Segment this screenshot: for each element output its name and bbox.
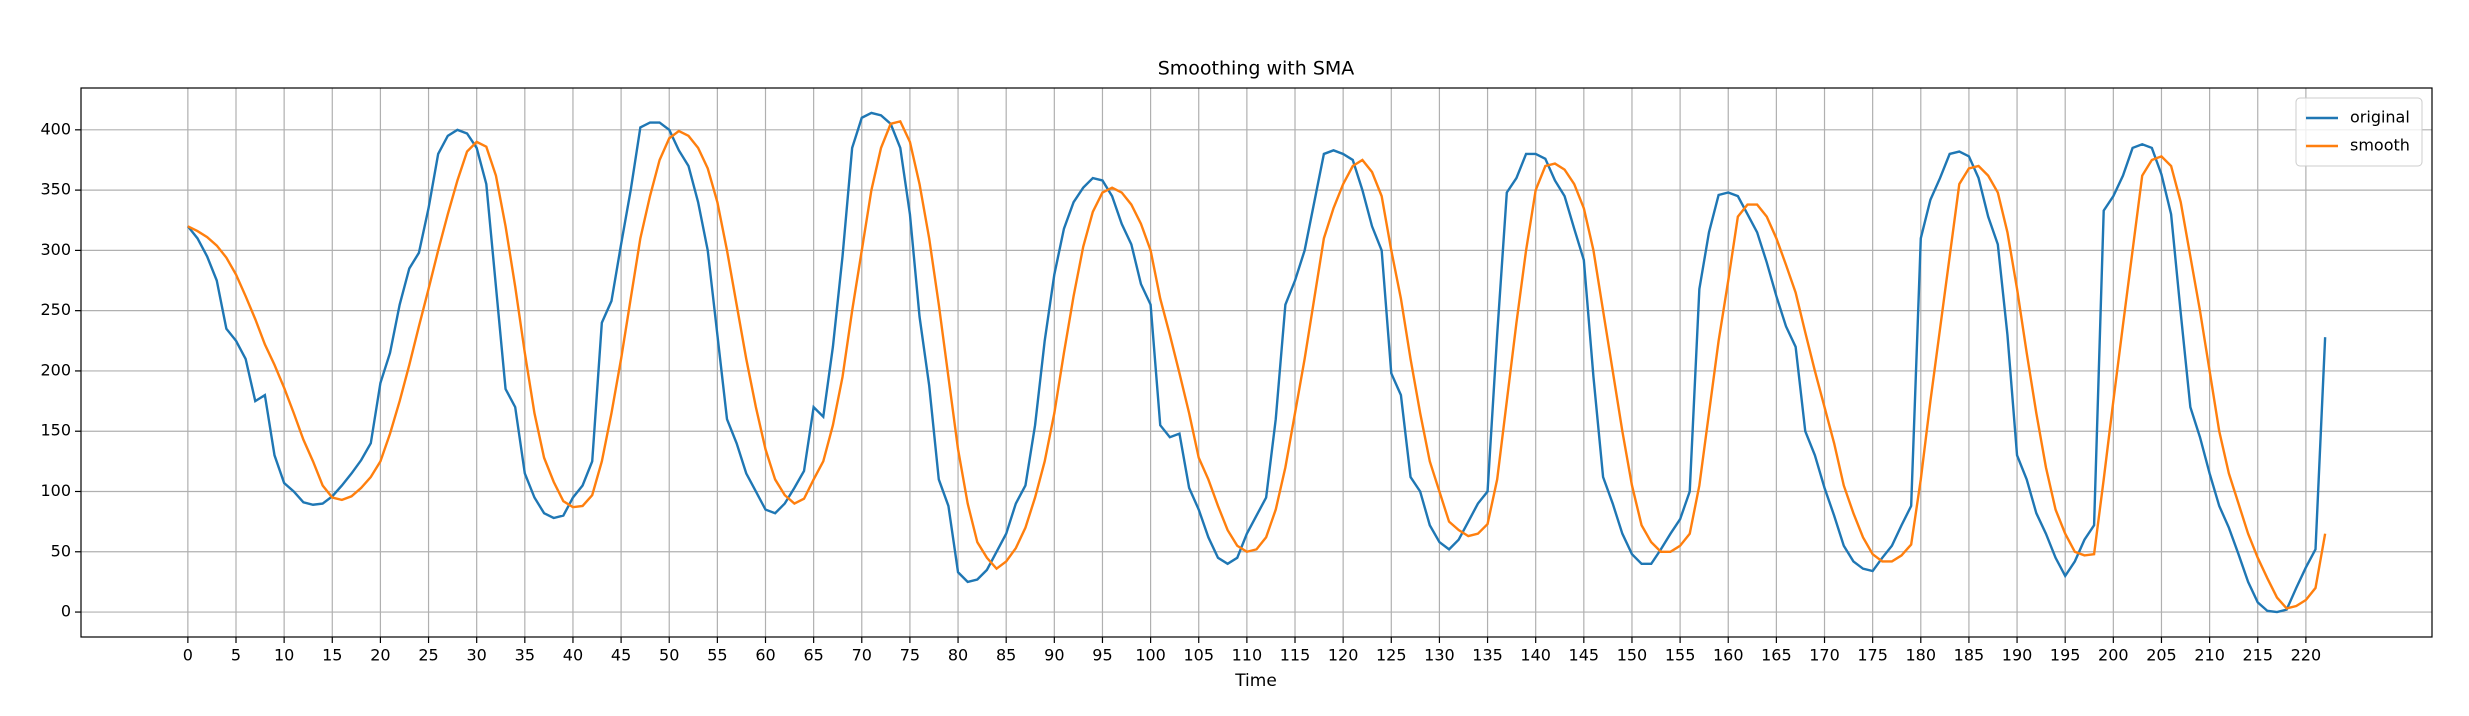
- x-tick-label: 130: [1424, 646, 1455, 665]
- x-axis-label: Time: [1234, 671, 1277, 691]
- x-tick-label: 220: [2291, 646, 2322, 665]
- x-tick-label: 45: [611, 646, 631, 665]
- x-tick-label: 5: [231, 646, 241, 665]
- x-tick-label: 210: [2194, 646, 2225, 665]
- y-tick-label: 0: [61, 602, 71, 621]
- x-tick-label: 70: [852, 646, 872, 665]
- x-tick-label: 195: [2050, 646, 2081, 665]
- x-tick-label: 180: [1906, 646, 1937, 665]
- x-tick-label: 170: [1809, 646, 1840, 665]
- x-tick-label: 60: [755, 646, 775, 665]
- legend-box: [2295, 97, 2423, 167]
- y-tick-label: 100: [40, 481, 71, 500]
- x-tick-label: 75: [900, 646, 920, 665]
- x-tick-label: 50: [659, 646, 679, 665]
- x-tick-label: 30: [467, 646, 487, 665]
- y-tick-label: 150: [40, 421, 71, 440]
- y-tick-label: 300: [40, 240, 71, 259]
- x-tick-label: 120: [1328, 646, 1359, 665]
- x-tick-label: 200: [2098, 646, 2129, 665]
- x-tick-label: 125: [1376, 646, 1407, 665]
- x-tick-label: 55: [707, 646, 727, 665]
- y-tick-label: 50: [51, 541, 71, 560]
- x-tick-label: 25: [418, 646, 438, 665]
- chart-title: Smoothing with SMA: [1158, 58, 1355, 80]
- x-tick-label: 15: [322, 646, 342, 665]
- x-tick-label: 105: [1183, 646, 1214, 665]
- x-tick-label: 65: [803, 646, 823, 665]
- x-tick-label: 10: [274, 646, 294, 665]
- x-tick-label: 110: [1232, 646, 1263, 665]
- y-tick-label: 250: [40, 300, 71, 319]
- x-tick-label: 165: [1761, 646, 1792, 665]
- x-tick-label: 185: [1954, 646, 1985, 665]
- x-tick-label: 205: [2146, 646, 2177, 665]
- data-line: [187, 119, 2327, 610]
- legend-label: original: [2350, 108, 2410, 127]
- x-tick-label: 35: [515, 646, 535, 665]
- x-tick-label: 20: [370, 646, 390, 665]
- y-tick-label: 400: [40, 119, 71, 138]
- x-tick-label: 95: [1092, 646, 1112, 665]
- x-tick-label: 115: [1280, 646, 1311, 665]
- x-tick-label: 140: [1520, 646, 1551, 665]
- x-tick-label: 0: [183, 646, 193, 665]
- x-tick-label: 150: [1617, 646, 1648, 665]
- plot-frame: [80, 87, 2433, 638]
- x-tick-label: 40: [563, 646, 583, 665]
- x-tick-label: 90: [1044, 646, 1064, 665]
- x-tick-label: 100: [1135, 646, 1166, 665]
- legend-label: smooth: [2350, 136, 2410, 155]
- y-tick-label: 200: [40, 360, 71, 379]
- y-tick-label: 350: [40, 180, 71, 199]
- x-tick-label: 85: [996, 646, 1016, 665]
- x-tick-label: 145: [1569, 646, 1600, 665]
- x-tick-label: 80: [948, 646, 968, 665]
- x-tick-label: 160: [1713, 646, 1744, 665]
- x-tick-label: 155: [1665, 646, 1696, 665]
- data-line: [186, 111, 2327, 614]
- x-tick-label: 135: [1472, 646, 1503, 665]
- x-tick-label: 175: [1857, 646, 1888, 665]
- x-tick-label: 190: [2002, 646, 2033, 665]
- x-tick-label: 215: [2242, 646, 2273, 665]
